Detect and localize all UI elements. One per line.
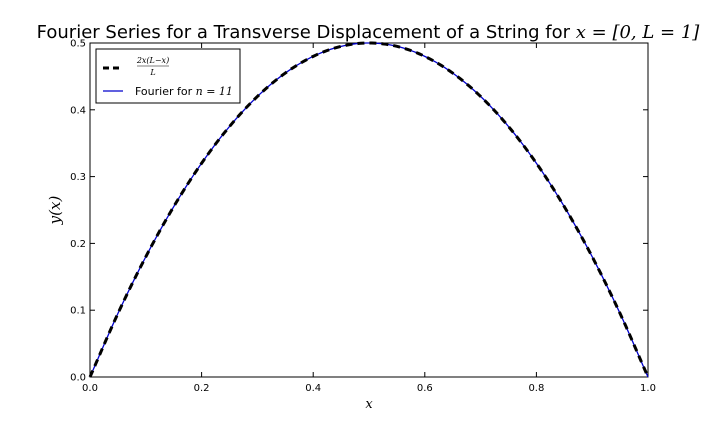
x-tick-label: 1.0 [640,383,656,394]
y-tick-label: 0.0 [70,373,86,384]
x-axis-label: x [365,397,373,412]
y-axis-ticks: 0.0 0.1 0.2 0.3 0.4 0.5 [70,39,648,384]
x-tick-label: 0.8 [528,383,544,394]
y-tick-label: 0.1 [70,306,86,317]
x-tick-label: 0.4 [305,383,321,394]
legend-fourier-math: n = 11 [196,85,233,98]
y-tick-label: 0.5 [70,39,86,50]
series-layer [88,41,650,378]
x-tick-label: 0.6 [417,383,433,394]
chart-title-math: x = [0, L = 1] [576,22,701,43]
x-axis-ticks: 0.0 0.2 0.4 0.6 0.8 1.0 [82,43,656,394]
y-tick-label: 0.4 [70,105,86,116]
legend: 2x(L−x) L Fourier for n = 11 [95,48,241,104]
legend-label-denominator: L [149,68,155,77]
chart-title-text: Fourier Series for a Transverse Displace… [37,22,576,43]
y-tick-label: 0.3 [70,172,86,183]
legend-box [95,48,241,104]
legend-label-fourier: Fourier for n = 11 [135,85,233,98]
series-line-reference [88,41,650,378]
x-tick-label: 0.0 [82,383,98,394]
y-tick-label: 0.2 [70,239,86,250]
chart-title: Fourier Series for a Transverse Displace… [37,22,701,43]
y-axis-label: y(x) [46,196,64,226]
legend-fourier-text: Fourier for [135,85,196,98]
x-tick-label: 0.2 [194,383,210,394]
legend-label-numerator: 2x(L−x) [136,56,169,65]
